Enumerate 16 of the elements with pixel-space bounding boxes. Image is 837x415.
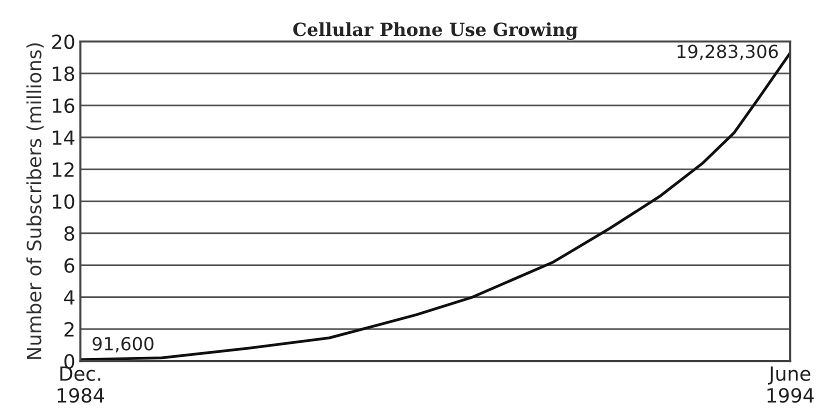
annotation: 91,600 [92, 336, 154, 352]
y-axis-title: Number of Subscribers (millions) [26, 43, 44, 359]
y-tick-label: 4 [64, 290, 74, 305]
y-tick-label: 16 [52, 98, 74, 114]
y-tick-label: 2 [64, 322, 74, 336]
y-tick-label: 14 [52, 130, 74, 145]
x-tick-label: June 1994 [768, 366, 814, 403]
y-tick-label: 6 [64, 258, 74, 273]
y-tick-label: 8 [64, 226, 74, 241]
y-tick-label: 18 [52, 66, 74, 82]
y-tick-label: 12 [52, 162, 74, 177]
annotation: 19,283,306 [678, 44, 778, 60]
y-tick-label: 20 [52, 34, 74, 50]
chart-title: Cellular Phone Use Growing [293, 22, 578, 40]
y-tick-label: 10 [52, 194, 74, 209]
x-tick-label: Dec. 1984 [58, 366, 104, 403]
